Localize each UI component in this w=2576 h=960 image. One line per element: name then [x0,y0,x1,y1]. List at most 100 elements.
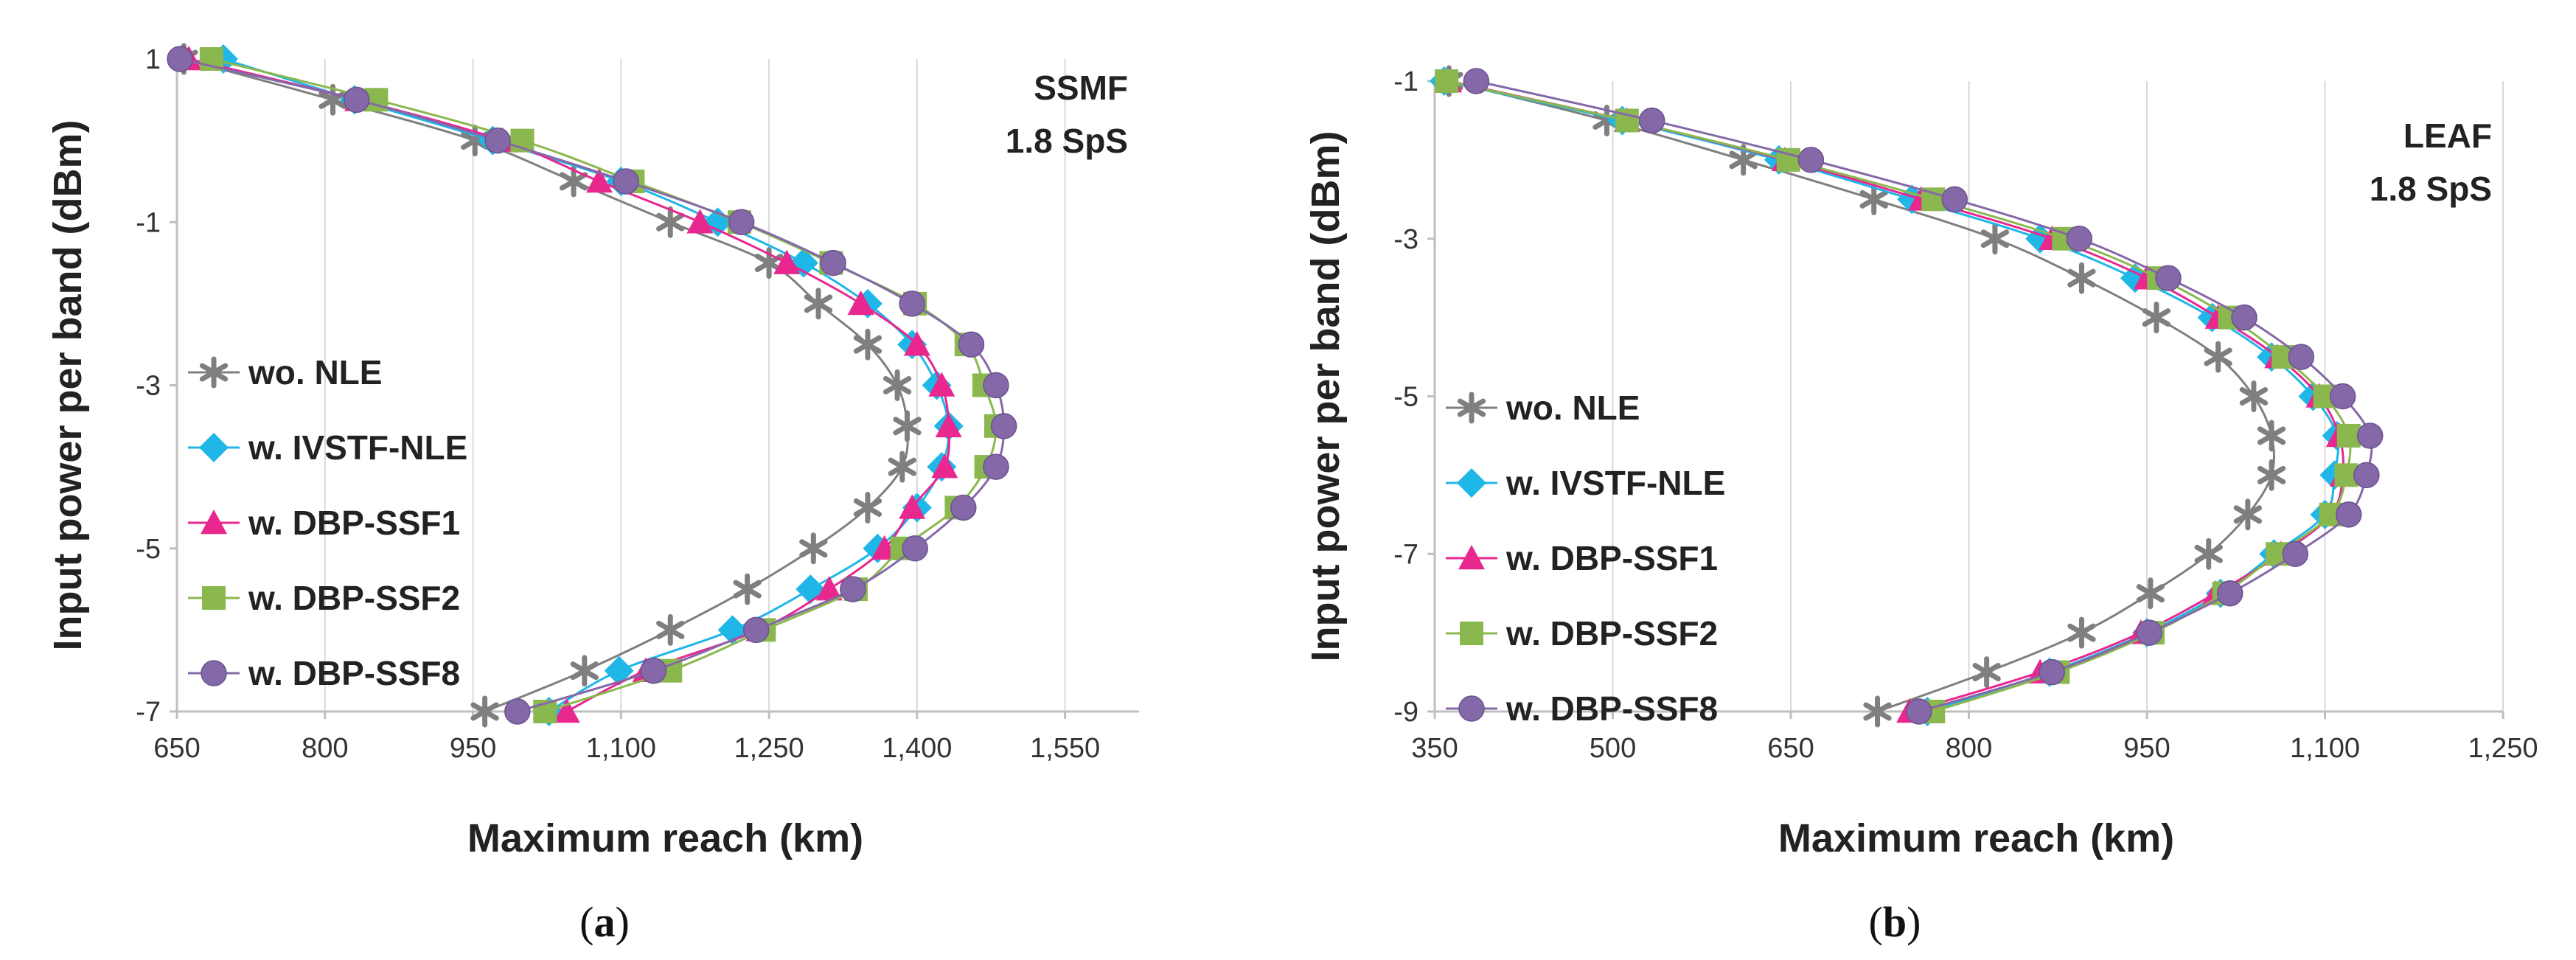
y-tick-label: -5 [1393,382,1418,413]
y-tick-label: -1 [136,207,161,238]
legend-marker [1458,695,1485,722]
data-point [656,206,685,238]
data-point [893,410,922,442]
data-point [2067,616,2096,649]
legend-item: w. DBP-SSF2 [1446,614,1718,653]
data-point [840,576,866,602]
data-point [883,369,912,401]
y-tick-label: -5 [136,534,161,565]
data-point [2239,380,2269,412]
annotation-text: SSMF [1034,69,1128,107]
x-tick-label: 800 [1946,733,1992,764]
data-point [2257,420,2286,452]
data-point [899,494,926,519]
data-point [815,576,843,601]
data-point [1859,183,1888,215]
legend-marker [199,433,229,462]
data-point [2066,226,2092,252]
legend-marker [1457,392,1486,424]
x-axis-title: Maximum reach (km) [467,816,863,860]
data-point [1906,698,1932,725]
annotation-text: 1.8 SpS [2370,170,2492,208]
data-point [2288,344,2315,370]
legend-marker [199,356,229,389]
chart-panel-a: 1 -1 -3 -5 -7 650 800 950 1,100 1,250 1,400 1,550 Ma… [46,43,1139,946]
data-point [799,532,828,565]
data-point [2155,265,2182,291]
x-tick-label: 800 [302,733,348,764]
x-tick-label: 500 [1590,733,1636,764]
panel-label: (b) [1869,898,1921,946]
x-tick-label: 1,250 [2468,733,2538,764]
data-point [585,167,613,193]
series-w-dbp-ssf8 [1463,68,2384,725]
data-point [2353,462,2380,489]
data-point [820,249,846,276]
legend-item: w. DBP-SSF8 [1446,689,1718,728]
data-point [928,372,955,397]
chart-panel-b: -1 -3 -5 -7 -9 350 500 650 800 950 1,100 1,250 Maxim… [1303,65,2538,946]
legend-label: wo. NLE [1505,389,1640,427]
legend-marker [202,586,226,610]
data-point [983,453,1009,480]
x-axis-title: Maximum reach (km) [1778,816,2174,860]
legend-marker [201,660,227,686]
data-point [2231,304,2258,331]
data-point [2136,577,2165,610]
data-point [958,331,985,358]
data-point [950,494,977,521]
data-point [899,291,925,317]
data-point [2257,459,2286,491]
legend-item: w. DBP-SSF2 [188,579,460,617]
data-point [504,698,531,725]
y-tick-label: -3 [1393,224,1418,255]
legend-label: w. DBP-SSF1 [1505,539,1718,577]
data-point [902,535,928,562]
x-tick-label: 1,550 [1030,733,1100,764]
data-point [2356,422,2384,449]
data-point [686,209,714,234]
data-point [2204,341,2232,373]
x-tick-label: 950 [450,733,496,764]
legend-marker [201,509,227,535]
data-point [656,613,685,646]
y-tick-label: -7 [1393,539,1418,570]
data-point [604,655,634,686]
data-point [613,168,639,195]
data-point [2067,262,2096,294]
data-point [559,165,588,198]
data-point [903,331,930,356]
legend-item: wo. NLE [1446,389,1640,427]
panel-letter: b [1883,898,1907,946]
data-point [2335,501,2362,528]
data-point [640,657,667,684]
data-point [990,413,1017,439]
legend-label: w. IVSTF-NLE [248,428,467,467]
data-point [1797,147,1825,173]
data-point [2039,658,2065,686]
x-tick-label: 650 [153,733,200,764]
data-point [2329,383,2356,410]
x-tick-label: 350 [1411,733,1458,764]
panel-label: (a) [579,898,630,946]
data-point [1638,107,1665,134]
data-point [773,249,801,274]
data-point [470,695,499,728]
data-point [2194,538,2223,570]
data-point [1941,186,1968,213]
legend-label: w. IVSTF-NLE [1505,464,1725,502]
y-tick-label: -3 [136,371,161,402]
data-point [2136,619,2162,646]
data-point [343,86,370,114]
data-point [2336,423,2361,448]
legend-label: w. DBP-SSF2 [248,579,460,617]
y-axis-title: Input power per band (dBm) [1303,131,1348,662]
annotation-text: LEAF [2403,116,2492,155]
series-wo-nle [1435,65,2286,728]
x-tick-label: 950 [2123,733,2170,764]
data-point [2142,302,2171,334]
y-tick-label: 1 [145,44,161,75]
data-point [1972,656,2001,689]
data-point [553,698,580,723]
x-tick-label: 1,250 [734,733,804,764]
